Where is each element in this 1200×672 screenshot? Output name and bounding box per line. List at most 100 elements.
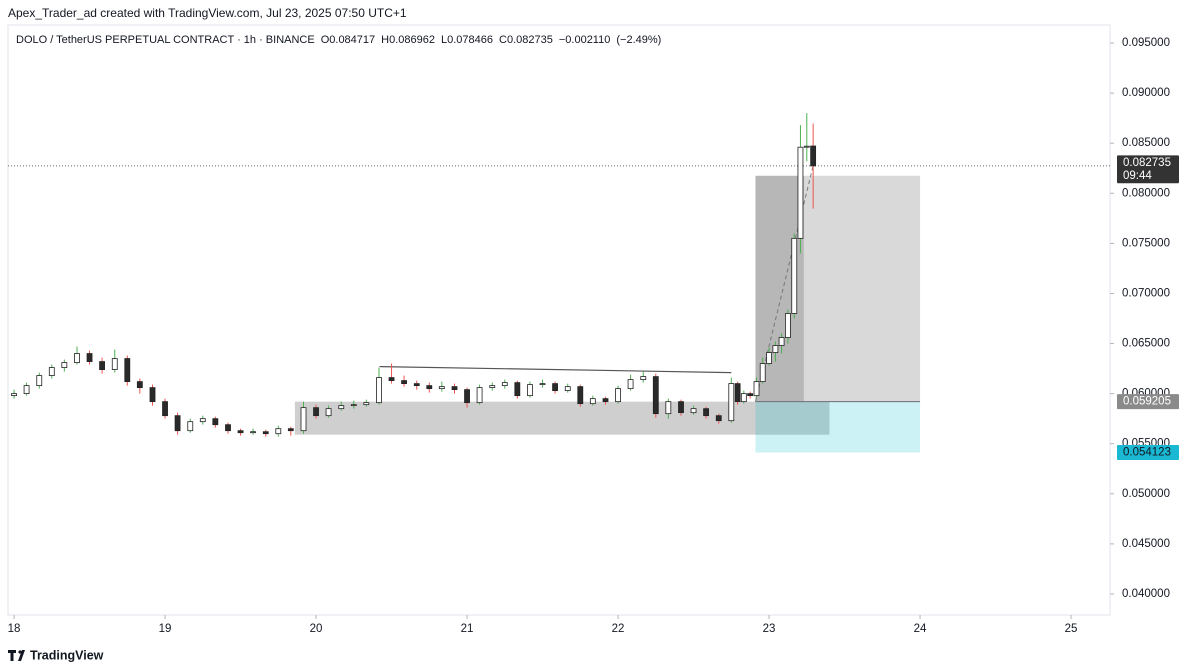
y-tick-label: 0.040000 xyxy=(1122,588,1170,600)
candle-body xyxy=(275,428,282,435)
x-tick-label: 22 xyxy=(612,623,625,635)
candle-body xyxy=(74,353,80,363)
x-tick-label: 25 xyxy=(1065,623,1078,635)
ohlc-value: 0.086962 xyxy=(389,34,435,46)
candle-body xyxy=(350,404,357,407)
symbol: DOLO / TetherUS PERPETUAL CONTRACT · 1h … xyxy=(16,34,315,46)
candle-body xyxy=(678,401,684,414)
y-tick-label: 0.075000 xyxy=(1122,237,1170,249)
candle-body xyxy=(61,362,68,368)
x-tick-label: 24 xyxy=(914,623,927,635)
change: −0.002110 xyxy=(559,34,611,46)
candle-body xyxy=(162,401,168,417)
candle-body xyxy=(111,358,118,370)
candle-body xyxy=(740,393,747,403)
x-tick-label: 20 xyxy=(310,623,323,635)
candle-body xyxy=(759,363,766,383)
brand-name: TradingView xyxy=(30,648,104,662)
plot-frame xyxy=(7,24,1111,616)
candle-body xyxy=(747,393,754,397)
candle-body xyxy=(363,402,370,406)
candle-body xyxy=(527,384,533,397)
candle-body xyxy=(48,367,55,376)
position-stop xyxy=(755,401,921,453)
candle-body xyxy=(514,382,521,397)
ohlc-value: 0.082735 xyxy=(507,34,553,46)
candle-body xyxy=(174,415,181,432)
candle-body xyxy=(766,352,772,364)
candle-body xyxy=(791,237,798,314)
y-tick-label: 0.065000 xyxy=(1122,338,1170,350)
candle-body xyxy=(797,146,804,239)
candle-body xyxy=(539,383,546,386)
price-tag-label: 0.059205 xyxy=(1123,396,1171,408)
candle-body xyxy=(136,381,143,389)
candle-body xyxy=(149,387,156,403)
price-tag xyxy=(1117,394,1179,410)
candle-body xyxy=(413,383,420,387)
y-tick-label: 0.090000 xyxy=(1122,87,1170,99)
ohlc-name: C xyxy=(499,34,507,46)
brand-logo xyxy=(8,650,25,661)
candle-body xyxy=(803,145,810,148)
candle-body xyxy=(564,386,571,392)
candle-body xyxy=(388,377,395,382)
price-tag-label: 0.082735 xyxy=(1123,157,1171,169)
ohlc-name: L xyxy=(441,34,447,46)
y-tick-label: 0.050000 xyxy=(1122,488,1170,500)
y-tick-label: 0.085000 xyxy=(1122,137,1170,149)
candle-body xyxy=(36,375,43,387)
candle-body xyxy=(665,401,672,415)
y-tick-label: 0.070000 xyxy=(1122,287,1170,299)
y-tick-label: 0.095000 xyxy=(1122,37,1170,49)
axes: 0.0400000.0450000.0500000.0550000.060000… xyxy=(8,37,1170,635)
price-tag xyxy=(1117,444,1179,460)
candle-body xyxy=(237,430,244,434)
candle-body xyxy=(86,353,93,362)
candle-body xyxy=(640,376,647,381)
position-target xyxy=(755,175,921,402)
ohlc-name: H xyxy=(381,34,389,46)
candle-body xyxy=(287,428,294,432)
price-tag-label: 0.054123 xyxy=(1123,447,1171,459)
ohlc-name: O xyxy=(321,34,330,46)
candle-body xyxy=(187,421,194,432)
consolidation-zone xyxy=(294,401,830,435)
candle-body xyxy=(300,407,307,432)
candle-body xyxy=(627,379,634,390)
brand: TradingView xyxy=(8,648,104,662)
candle-body xyxy=(451,386,458,391)
candle-body xyxy=(753,381,760,397)
candle-body xyxy=(489,385,496,389)
candle-body xyxy=(376,377,382,404)
candle-body xyxy=(734,383,741,403)
trade-path xyxy=(754,165,814,402)
resistance-line xyxy=(379,365,732,374)
candle-body xyxy=(615,388,621,403)
candle-body xyxy=(778,337,785,346)
candle-body xyxy=(552,383,558,392)
candle-body xyxy=(501,382,508,387)
candle-body xyxy=(715,415,722,422)
candle-body xyxy=(703,408,709,417)
x-tick-label: 18 xyxy=(8,623,21,635)
candle-body xyxy=(199,418,206,423)
brand-logo-dot xyxy=(18,650,22,654)
candle-body xyxy=(728,383,735,422)
x-tick-label: 23 xyxy=(763,623,776,635)
header: Apex_Trader_ad created with TradingView.… xyxy=(8,6,407,20)
price-tag-countdown: 09:44 xyxy=(1123,170,1152,182)
candle-body xyxy=(124,358,131,383)
candle-body xyxy=(23,385,30,395)
candle-body xyxy=(250,431,256,434)
y-tick-label: 0.080000 xyxy=(1122,187,1170,199)
candle-body xyxy=(602,398,609,403)
candle-body xyxy=(338,405,345,410)
candle-body xyxy=(810,145,817,167)
change-pct: (−2.49%) xyxy=(616,34,661,46)
ohlc-value: 0.078466 xyxy=(447,34,493,46)
x-tick-label: 21 xyxy=(461,623,474,635)
candle-body xyxy=(426,385,433,390)
